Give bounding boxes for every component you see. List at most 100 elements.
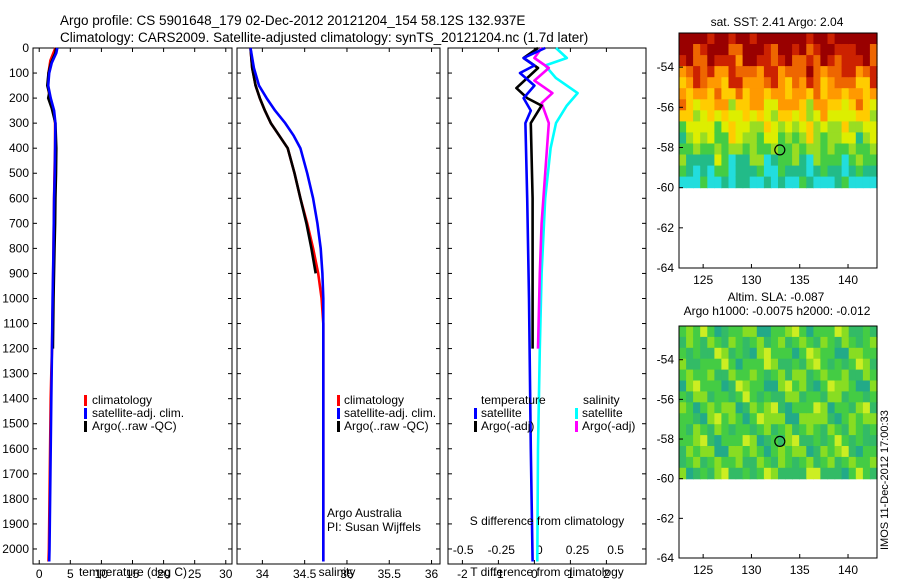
heatmap-cell [756, 33, 765, 45]
heatmap-cell [693, 446, 701, 458]
heatmap-cell [841, 435, 850, 447]
heatmap-cell [728, 33, 737, 45]
heatmap-cell [686, 88, 694, 100]
legend-swatch-argo [84, 421, 87, 432]
heatmap-cell [848, 413, 857, 425]
heatmap-cell [721, 99, 730, 111]
heatmap-cell [728, 99, 737, 111]
heatmap-cell [749, 143, 758, 156]
y-tick-label: 1600 [2, 442, 29, 456]
heatmap-cell [806, 424, 814, 436]
heatmap-cell [735, 336, 744, 349]
heatmap-cell [841, 33, 850, 45]
heatmap-cell [735, 99, 744, 111]
heatmap-cell [756, 402, 765, 414]
salinity-plot-marks: 34 34.5 35 35.5 36 [237, 47, 440, 580]
heatmap-cell [834, 165, 843, 178]
heatmap-cell [785, 66, 793, 78]
heatmap-cell [778, 88, 786, 100]
heatmap-cell [827, 446, 836, 458]
heatmap-cell [693, 77, 701, 89]
x-tick-label: 20 [157, 567, 171, 580]
y-tick-label: 1100 [3, 317, 29, 331]
heatmap-cell [700, 369, 708, 382]
heatmap-cell [827, 99, 836, 111]
heatmap-cell [679, 435, 687, 447]
heatmap-cell [714, 88, 723, 100]
map-x-tick-label: 125 [693, 273, 713, 287]
y-tick-label: 1300 [2, 367, 29, 381]
heatmap-cell [834, 44, 843, 56]
heatmap-cell [728, 88, 737, 100]
x-tick-label: 25 [188, 567, 202, 580]
heatmap-cell [756, 456, 765, 469]
heatmap-cell [841, 456, 850, 469]
heatmap-cell [806, 55, 814, 67]
map-y-tick-label: -62 [657, 221, 675, 235]
heatmap-cell [721, 143, 730, 156]
heatmap-cell [721, 88, 730, 100]
heatmap-cell [778, 467, 786, 480]
heatmap-cell [855, 110, 864, 122]
heatmap-cell [827, 467, 836, 480]
heatmap-cell [700, 99, 708, 111]
legend-label-argo: Argo(..raw -QC) [92, 419, 177, 433]
x-tick-label: 5 [67, 567, 74, 580]
heatmap-cell [785, 33, 793, 45]
heatmap-cell [721, 66, 730, 78]
heatmap-cell [700, 132, 708, 144]
heatmap-cell [848, 77, 857, 89]
heatmap-cell [707, 456, 715, 469]
heatmap-cell [700, 446, 708, 458]
heatmap-cell [820, 121, 829, 133]
heatmap-cell [742, 456, 751, 469]
series-line-argoadj [533, 47, 554, 349]
heatmap-cell [820, 66, 829, 78]
heatmap-cell [827, 336, 836, 349]
heatmap-cell [707, 326, 715, 338]
heatmap-cell [792, 456, 800, 469]
heatmap-cell [700, 176, 708, 189]
heatmap-cell [721, 456, 730, 469]
heatmap-cell [841, 424, 850, 436]
heatmap-cell [785, 467, 793, 480]
heatmap-cell [834, 66, 843, 78]
heatmap-cell [707, 77, 715, 89]
heatmap-cell [792, 424, 800, 436]
heatmap-cell [749, 435, 758, 447]
heatmap-cell [707, 446, 715, 458]
heatmap-cell [763, 446, 772, 458]
map-y-tick-label: -54 [657, 353, 675, 367]
heatmap-cell [742, 165, 751, 178]
x-tick-label: 35 [340, 567, 354, 580]
heatmap-cell [785, 380, 793, 392]
heatmap-cell [686, 143, 694, 156]
heatmap-cell [785, 336, 793, 349]
heatmap-cell [792, 165, 800, 178]
heatmap-cell [693, 391, 701, 403]
heatmap-cell [700, 143, 708, 156]
heatmap-cell [827, 424, 836, 436]
map-y-tick-label: -60 [657, 472, 675, 486]
heatmap-cell [686, 77, 694, 89]
heatmap-cell [820, 402, 829, 414]
heatmap-cell [763, 413, 772, 425]
heatmap-cell [799, 402, 807, 414]
heatmap-cell [714, 44, 723, 56]
heatmap-cell [820, 358, 829, 371]
heatmap-cell [707, 358, 715, 371]
heatmap-cell [834, 154, 843, 167]
heatmap-cell [686, 446, 694, 458]
heatmap-cell [813, 435, 822, 447]
sla-map-axes: 125 130 135 140 -54 -56 -58 -60 -62 -64 [657, 353, 859, 577]
heatmap-cell [700, 413, 708, 425]
heatmap-cell [869, 456, 878, 469]
heatmap-cell [841, 99, 850, 111]
heatmap-cell [714, 176, 723, 189]
heatmap-cell [749, 336, 758, 349]
map-x-tick-label: 135 [790, 273, 810, 287]
heatmap-cell [756, 55, 765, 67]
heatmap-cell [749, 358, 758, 371]
heatmap-cell [700, 424, 708, 436]
heatmap-cell [742, 88, 751, 100]
